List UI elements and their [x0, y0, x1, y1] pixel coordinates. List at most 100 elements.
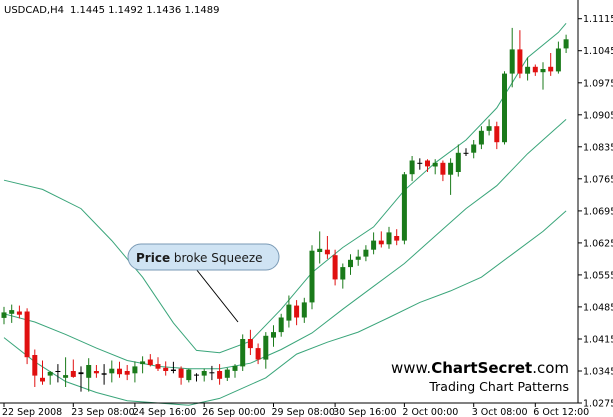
candle — [124, 365, 130, 381]
candle-body — [509, 49, 515, 74]
candle-body — [140, 361, 146, 365]
x-tick-label: 26 Sep 00:00 — [202, 407, 265, 417]
annotation-bold: Price — [136, 251, 170, 265]
candle-body — [517, 49, 523, 74]
chart-frame — [0, 0, 579, 404]
y-tick-label: 1.0275 — [583, 399, 613, 410]
candle — [1, 306, 7, 325]
candle-body — [309, 250, 315, 303]
candle-body — [16, 311, 22, 315]
x-tick-label: 2 Oct 00:00 — [402, 407, 458, 417]
candle-body — [355, 256, 361, 260]
candle — [425, 159, 430, 172]
candle-body — [78, 372, 84, 375]
x-tick-label: 6 Oct 12:00 — [533, 407, 589, 417]
y-tick-label: 1.0695 — [583, 206, 613, 217]
candle — [471, 140, 477, 159]
y-tick-label: 1.0345 — [583, 367, 613, 378]
candle-body — [63, 375, 69, 378]
candle-body — [532, 66, 538, 73]
candle — [371, 232, 377, 255]
candle-body — [271, 332, 276, 338]
bollinger-bands — [3, 22, 567, 406]
candle-body — [463, 152, 469, 154]
x-tick-label: 24 Sep 16:00 — [133, 407, 196, 417]
candle-body — [494, 126, 500, 143]
candle-body — [563, 39, 569, 49]
candle-body — [194, 374, 199, 376]
candle — [432, 159, 438, 175]
candle-body — [278, 317, 284, 333]
candle-body — [178, 368, 184, 378]
candle — [155, 357, 161, 371]
candle-body — [455, 152, 461, 172]
candle — [178, 366, 184, 385]
candle — [340, 263, 346, 289]
y-tick-label: 1.0975 — [583, 78, 613, 89]
candle — [563, 34, 569, 53]
candle — [9, 304, 15, 323]
candle — [24, 308, 30, 365]
y-tick-label: 1.0625 — [583, 238, 613, 249]
watermark-brand: ChartSecret — [431, 359, 532, 377]
candle — [47, 371, 53, 385]
candle-body — [363, 249, 369, 257]
candle — [502, 71, 507, 145]
y-tick-label: 1.0485 — [583, 302, 613, 313]
candle-body — [502, 73, 507, 143]
candle — [532, 64, 538, 76]
candle — [378, 231, 384, 248]
candle — [286, 295, 292, 328]
candle-body — [132, 366, 138, 374]
x-tick-label: 23 Sep 08:00 — [71, 407, 134, 417]
candle-body — [186, 369, 192, 381]
candle-body — [155, 364, 161, 369]
candle — [247, 329, 253, 355]
watermark-tagline: Trading Chart Patterns — [428, 379, 569, 394]
candle-body — [294, 305, 300, 318]
candle — [86, 358, 92, 392]
candle-body — [432, 162, 438, 167]
candle — [317, 231, 323, 264]
candle — [355, 249, 361, 266]
candle — [548, 53, 554, 76]
candle-body — [147, 359, 153, 365]
chart-header: USDCAD,H4 1.1445 1.1492 1.1436 1.1489 — [4, 5, 219, 16]
candle — [209, 365, 215, 381]
candle-body — [70, 371, 76, 377]
candle — [194, 373, 199, 382]
candle — [517, 30, 523, 79]
candle-body — [93, 371, 99, 374]
candle-body — [301, 302, 307, 318]
candle — [309, 245, 315, 310]
candle — [271, 325, 276, 347]
candle — [217, 364, 223, 385]
candle-body — [240, 339, 246, 367]
candle — [417, 158, 423, 170]
annotation-bubble — [127, 243, 280, 271]
y-tick-label: 1.0415 — [583, 335, 613, 346]
annotation-rest: broke Squeeze — [170, 251, 262, 265]
candle-body — [440, 162, 446, 175]
candle — [93, 365, 99, 378]
candle-body — [378, 240, 384, 245]
candle-body — [101, 373, 107, 375]
candle-body — [317, 248, 323, 252]
candle — [186, 368, 192, 383]
candle-body — [401, 174, 407, 241]
candle — [555, 41, 561, 74]
annotation-pointer — [195, 268, 239, 323]
annotation-callout: Price broke Squeeze — [127, 243, 280, 323]
candle — [255, 343, 261, 365]
candle-body — [348, 259, 353, 268]
candle — [70, 359, 76, 378]
candle — [109, 360, 115, 383]
candle-body — [525, 66, 531, 74]
watermark-site: www.ChartSecret.com — [391, 359, 569, 377]
candle — [78, 366, 84, 392]
y-tick-label: 1.0835 — [583, 142, 613, 153]
watermark-prefix: www. — [391, 359, 431, 377]
candle-body — [448, 162, 454, 175]
candle — [448, 158, 454, 195]
candle — [540, 62, 546, 90]
